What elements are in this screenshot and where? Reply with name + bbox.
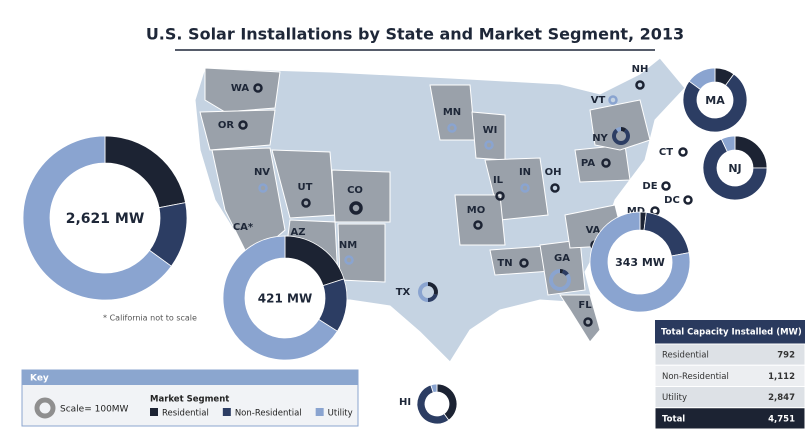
table-cell: 1,112	[768, 372, 795, 382]
state-ring	[349, 201, 363, 215]
table-cell: 792	[777, 351, 795, 361]
table-title: Total Capacity Installed (MW)	[661, 328, 802, 338]
state-label: CO	[347, 185, 363, 196]
state-ring	[678, 147, 688, 157]
state-ring-segment	[560, 269, 564, 274]
state-ring-segment	[418, 282, 428, 302]
table-cell: Residential	[662, 351, 709, 361]
table-row	[654, 407, 806, 429]
state-ring	[661, 181, 671, 191]
state-label: WA	[231, 83, 250, 94]
state-ring	[583, 317, 593, 327]
state-label: MO	[467, 205, 485, 216]
state-label: FL	[578, 300, 592, 311]
state-label: VT	[591, 95, 606, 106]
donut-label: 2,621 MW	[66, 211, 145, 227]
legend-swatch	[150, 408, 158, 416]
state-ring-segment	[615, 127, 621, 132]
state-label: IL	[493, 175, 504, 186]
key: Key Scale= 100MW Market Segment	[21, 369, 359, 427]
state-label: MN	[443, 107, 461, 118]
state-ring	[447, 123, 457, 133]
state-label: PA	[581, 158, 595, 169]
donut-hole	[425, 392, 449, 416]
state-ring	[495, 191, 505, 201]
state-label: DE	[642, 181, 657, 192]
donut-hole	[697, 82, 733, 118]
state-label: WI	[483, 125, 498, 136]
state-label: TX	[396, 287, 411, 298]
state-label: NV	[254, 167, 270, 178]
title: U.S. Solar Installations by State and Ma…	[146, 25, 684, 44]
legend-label: Non-Residential	[235, 409, 302, 419]
state-ring	[473, 220, 483, 230]
table-cell: Total	[662, 414, 685, 424]
state-ring-segment	[428, 282, 438, 296]
donut-hole	[50, 163, 160, 273]
key-segment-title: Market Segment	[150, 395, 229, 405]
table-header	[655, 320, 805, 344]
table-cell: Utility	[662, 393, 687, 403]
state-ring	[608, 95, 618, 105]
state-ring	[520, 183, 530, 193]
legend-label: Utility	[328, 409, 353, 419]
state-label: AZ	[291, 227, 306, 238]
key-scale: Scale= 100MW	[60, 405, 129, 415]
state-ring-segment	[428, 293, 438, 302]
state-label: TN	[497, 258, 512, 269]
donut-label: 343 MW	[615, 256, 665, 269]
state-ring	[484, 140, 494, 150]
state-label: MD	[627, 206, 645, 217]
state-label: CT	[659, 147, 673, 158]
state-label: NY	[592, 133, 608, 144]
state-label: OH	[545, 167, 562, 178]
state-ring	[253, 83, 263, 93]
table-cell: 2,847	[768, 393, 795, 403]
state-ring	[301, 198, 311, 208]
state-label: GA	[554, 253, 570, 264]
state-ring-segment	[621, 127, 627, 132]
donut-label: NJ	[728, 162, 741, 175]
state-ring	[601, 158, 611, 168]
table-cell: 4,751	[768, 414, 795, 424]
legend-label: Residential	[162, 409, 209, 419]
state-ring	[635, 80, 645, 90]
key-header	[22, 370, 358, 385]
state-label: UT	[298, 182, 313, 193]
donut-hole	[245, 258, 325, 338]
state-label: NM	[339, 240, 357, 251]
state-ring-segment	[562, 269, 569, 276]
legend-swatch	[315, 408, 324, 416]
donut-hole	[717, 150, 753, 186]
donut-label: MA	[705, 94, 725, 107]
scale-ring	[34, 397, 56, 419]
state-label: VA	[586, 225, 601, 236]
legend-swatch	[222, 408, 231, 416]
state-ring	[258, 183, 268, 193]
summary-table: Total Capacity Installed (MW)	[655, 320, 805, 344]
state-ring	[519, 258, 529, 268]
table-cell: Non-Residential	[662, 372, 729, 382]
donut-hole	[608, 230, 672, 294]
state-ring-segment	[612, 128, 631, 145]
state-ring	[550, 183, 560, 193]
state-ring	[238, 120, 248, 130]
state-label: IN	[519, 167, 531, 178]
state-label: CA*	[233, 222, 254, 233]
key-title: Key	[30, 374, 49, 384]
state-ring	[683, 195, 693, 205]
state-ring	[344, 255, 354, 265]
donut-segment	[222, 235, 338, 361]
note: * California not to scale	[103, 314, 197, 323]
state-label: OR	[218, 120, 235, 131]
state-label: DC	[664, 195, 680, 206]
state-label: HI	[399, 397, 411, 408]
donut-label: 421 MW	[258, 292, 312, 306]
state-ring-segment	[548, 269, 571, 291]
state-label: NH	[632, 64, 649, 75]
